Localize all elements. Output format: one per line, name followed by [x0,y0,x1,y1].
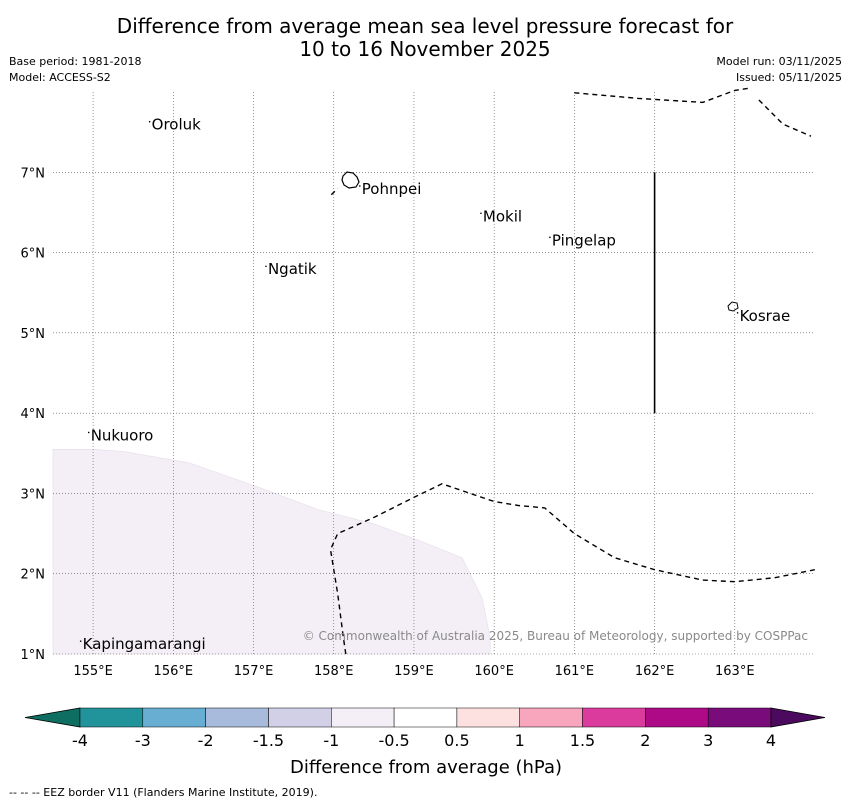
chart-title-line-2: 10 to 16 November 2025 [299,37,551,61]
kosrae-island-outline [727,301,739,312]
negative-anomaly-area [52,448,491,655]
axis-ticks: 155°E 156°E 157°E 158°E 159°E 160°E 161°E 162°E… [21,166,755,679]
colorbar-tick-label: 2 [640,731,650,750]
longitude-tick-label: 156°E [154,664,194,679]
eez-border-dashed [330,187,339,196]
place-marker [549,236,551,239]
colorbar-bin [456,707,520,728]
longitude-tick-label: 157°E [234,664,274,679]
longitude-tick-label: 160°E [474,664,514,679]
colorbar-tick-label: -2 [198,731,214,750]
colorbar-bin [205,707,269,728]
colorbar-bin [582,707,646,728]
colorbar-extend-min [24,707,81,728]
colorbar-tick-label: -0.5 [378,731,409,750]
colorbar-bin [79,707,144,728]
latitude-tick-label: 1°N [21,648,46,663]
colorbar-bin [268,707,332,728]
chart-title-line-1: Difference from average mean sea level p… [116,14,734,38]
place-label: Mokil [483,207,522,225]
model-info-right: Model run: 03/11/2025 Issued: 05/11/2025 [716,54,842,86]
colorbar-tick-label: 1.5 [570,731,595,750]
island-outlines [341,171,739,312]
copyright-credit: © Commonwealth of Australia 2025, Bureau… [303,629,808,643]
eez-border-dashed [758,99,812,137]
issued-date: Issued: 05/11/2025 [735,71,842,84]
colorbar-tick-label: 4 [766,731,776,750]
colorbar-bin [519,707,583,728]
place-marker [79,640,82,642]
place-marker [265,265,267,268]
place-label: Pohnpei [362,180,422,198]
longitude-tick-label: 159°E [394,664,434,679]
colorbar-tick-label: 3 [703,731,713,750]
longitude-tick-label: 162°E [635,664,675,679]
longitude-tick-label: 161°E [555,664,595,679]
colorbar-bin [707,707,772,728]
place-label: Ngatik [268,260,317,278]
latitude-tick-label: 7°N [21,166,46,181]
place-marker [87,431,90,434]
latitude-tick-label: 5°N [21,327,46,342]
colorbar-tick-label: -1 [323,731,339,750]
place-marker [480,212,482,215]
place-label: Nukuoro [91,426,154,444]
colorbar-tick-label: -1.5 [253,731,284,750]
place-marker [148,120,151,123]
colorbar-tick-label: 1 [515,731,525,750]
place-label: Kapingamarangi [83,635,206,653]
forecast-map: 155°E 156°E 157°E 158°E 159°E 160°E 161°E 162°E… [21,87,826,778]
place-labels: Oroluk Pohnpei Mokil Pingelap Ngatik Kosrae Nu… [79,116,791,653]
place-marker [736,312,739,314]
colorbar-tick-label: -4 [72,731,88,750]
colorbar-tick-label: 0.5 [444,731,469,750]
colorbar-bin [645,707,709,728]
latitude-tick-label: 2°N [21,568,46,583]
place-label: Pingelap [552,231,616,249]
longitude-tick-label: 158°E [314,664,354,679]
colorbar: -4 -3 -2 -1.5 -1 -0.5 0.5 1 1.5 2 3 4 [24,707,826,750]
colorbar-bin [142,707,206,728]
anomaly-region-layer [52,448,491,655]
model-run-date: Model run: 03/11/2025 [716,55,842,68]
model-info-left: Base period: 1981-2018 Model: ACCESS-S2 [9,54,141,86]
latitude-tick-label: 3°N [21,487,46,502]
place-marker [359,185,361,187]
colorbar-bin [393,707,458,728]
eez-border-dashed [574,87,751,104]
longitude-tick-label: 163°E [715,664,755,679]
pohnpei-island-outline [341,171,360,189]
base-period: Base period: 1981-2018 [9,55,142,68]
latitude-tick-label: 6°N [21,247,46,262]
place-label: Oroluk [152,116,201,134]
eez-legend-note: -- -- -- EEZ border V11 (Flanders Marine… [9,786,318,799]
latitude-tick-label: 4°N [21,407,46,422]
colorbar-title: Difference from average (hPa) [290,757,562,778]
colorbar-tick-label: -3 [135,731,151,750]
colorbar-extend-max [770,707,826,728]
colorbar-bin [331,707,395,728]
eez-border-layer [329,87,816,655]
longitude-tick-label: 155°E [73,664,113,679]
place-label: Kosrae [740,307,791,325]
model-name: Model: ACCESS-S2 [9,71,111,84]
